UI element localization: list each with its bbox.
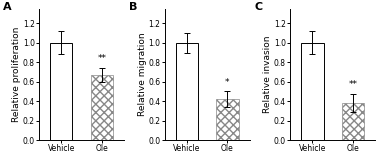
- Text: **: **: [98, 54, 106, 63]
- Text: *: *: [225, 78, 229, 87]
- Text: B: B: [129, 2, 137, 12]
- Y-axis label: Relative migration: Relative migration: [138, 33, 147, 116]
- Y-axis label: Relative invasion: Relative invasion: [263, 36, 273, 113]
- Y-axis label: Relative proliferation: Relative proliferation: [12, 27, 21, 122]
- Bar: [216, 99, 239, 140]
- Text: A: A: [3, 2, 12, 12]
- Bar: [176, 43, 198, 140]
- Text: C: C: [254, 2, 262, 12]
- Bar: [342, 103, 364, 140]
- Bar: [50, 43, 73, 140]
- Bar: [91, 75, 113, 140]
- Bar: [301, 43, 324, 140]
- Text: **: **: [349, 80, 358, 90]
